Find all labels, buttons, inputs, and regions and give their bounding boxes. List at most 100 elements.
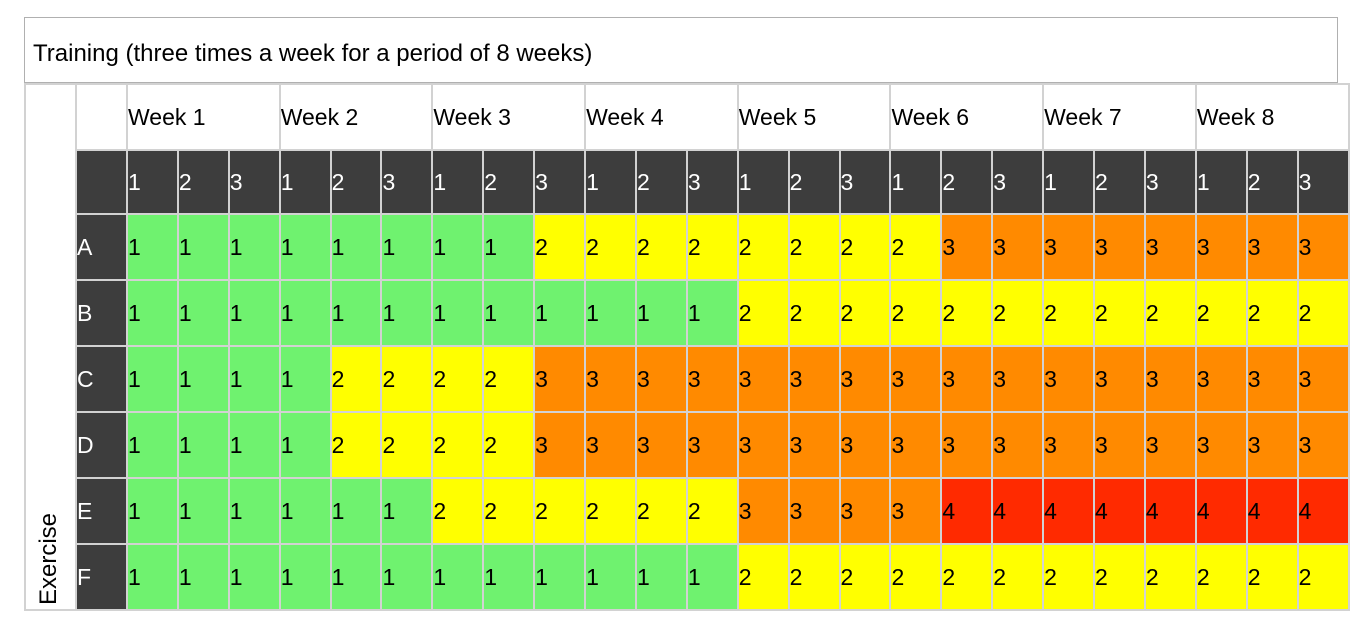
level-cell: 2 <box>380 411 434 479</box>
level-cell: 2 <box>991 543 1045 611</box>
level-cell: 1 <box>176 213 230 281</box>
level-cell: 4 <box>1143 477 1197 545</box>
level-cell: 4 <box>1042 477 1096 545</box>
session-header: 2 <box>1093 149 1146 215</box>
level-cell: 3 <box>685 411 739 479</box>
level-cell: 3 <box>838 477 892 545</box>
level-cell: 1 <box>482 279 536 347</box>
level-cell: 1 <box>431 213 485 281</box>
level-cell: 1 <box>685 279 739 347</box>
level-cell: 2 <box>838 279 892 347</box>
level-cell: 1 <box>126 279 179 347</box>
level-cell: 3 <box>1093 411 1146 479</box>
level-cell: 3 <box>1093 345 1146 413</box>
level-cell: 3 <box>533 345 587 413</box>
exercise-label: B <box>75 279 128 347</box>
level-cell: 2 <box>889 279 943 347</box>
level-cell: 2 <box>1143 543 1197 611</box>
level-cell: 2 <box>736 543 790 611</box>
level-cell: 2 <box>1296 543 1350 611</box>
level-cell: 3 <box>584 345 637 413</box>
level-cell: 3 <box>940 411 994 479</box>
level-cell: 1 <box>533 279 587 347</box>
level-cell: 3 <box>634 345 688 413</box>
session-header: 2 <box>940 149 994 215</box>
level-cell: 3 <box>1143 411 1197 479</box>
week-header: Week 3 <box>431 83 587 151</box>
level-cell: 1 <box>176 411 230 479</box>
level-cell: 3 <box>940 213 994 281</box>
level-cell: 2 <box>1245 543 1299 611</box>
level-cell: 3 <box>1194 345 1248 413</box>
level-cell: 3 <box>889 477 943 545</box>
level-cell: 2 <box>889 543 943 611</box>
level-cell: 3 <box>533 411 587 479</box>
session-header: 3 <box>380 149 434 215</box>
level-cell: 1 <box>126 213 179 281</box>
session-header: 3 <box>533 149 587 215</box>
level-cell: 2 <box>482 345 536 413</box>
level-cell: 2 <box>1245 279 1299 347</box>
level-cell: 1 <box>176 345 230 413</box>
level-cell: 4 <box>1093 477 1146 545</box>
level-cell: 1 <box>278 345 332 413</box>
level-cell: 2 <box>1143 279 1197 347</box>
level-cell: 2 <box>940 543 994 611</box>
level-cell: 3 <box>1042 411 1096 479</box>
level-cell: 3 <box>1143 213 1197 281</box>
level-cell: 2 <box>736 279 790 347</box>
level-cell: 3 <box>787 345 841 413</box>
level-cell: 2 <box>787 213 841 281</box>
level-cell: 2 <box>940 279 994 347</box>
level-cell: 1 <box>278 213 332 281</box>
session-header: 2 <box>482 149 536 215</box>
level-cell: 1 <box>278 279 332 347</box>
level-cell: 1 <box>227 213 281 281</box>
level-cell: 2 <box>889 213 943 281</box>
level-cell: 4 <box>991 477 1045 545</box>
level-cell: 2 <box>634 213 688 281</box>
level-cell: 2 <box>431 411 485 479</box>
level-cell: 1 <box>227 411 281 479</box>
level-cell: 3 <box>634 411 688 479</box>
level-cell: 3 <box>889 411 943 479</box>
level-cell: 2 <box>584 213 637 281</box>
week-header: Week 5 <box>736 83 892 151</box>
level-cell: 1 <box>278 477 332 545</box>
week-header: Week 4 <box>584 83 739 151</box>
level-cell: 1 <box>126 543 179 611</box>
level-cell: 1 <box>126 477 179 545</box>
session-header: 3 <box>838 149 892 215</box>
session-header: 1 <box>278 149 332 215</box>
level-cell: 2 <box>380 345 434 413</box>
level-cell: 3 <box>1194 411 1248 479</box>
level-cell: 3 <box>1042 345 1096 413</box>
level-cell: 1 <box>227 543 281 611</box>
level-cell: 4 <box>940 477 994 545</box>
level-cell: 3 <box>1245 411 1299 479</box>
exercise-label: C <box>75 345 128 413</box>
session-header: 1 <box>1194 149 1248 215</box>
level-cell: 2 <box>329 411 383 479</box>
level-cell: 3 <box>1143 345 1197 413</box>
level-cell: 4 <box>1296 477 1350 545</box>
level-cell: 2 <box>1042 279 1096 347</box>
level-cell: 1 <box>126 345 179 413</box>
schedule-grid: Exercise Week 1 Week 2 Week 3 Week 4 Week 5 We… <box>24 83 1350 611</box>
week-header: Week 6 <box>889 83 1045 151</box>
exercise-label: F <box>75 543 128 611</box>
level-cell: 2 <box>482 477 536 545</box>
level-cell: 1 <box>126 411 179 479</box>
session-header: 1 <box>431 149 485 215</box>
level-cell: 3 <box>1296 213 1350 281</box>
level-cell: 3 <box>991 345 1045 413</box>
level-cell: 1 <box>176 543 230 611</box>
level-cell: 3 <box>787 477 841 545</box>
level-cell: 3 <box>1042 213 1096 281</box>
table-title: Training (three times a week for a perio… <box>33 40 593 67</box>
level-cell: 4 <box>1245 477 1299 545</box>
level-cell: 2 <box>431 477 485 545</box>
level-cell: 2 <box>1194 279 1248 347</box>
